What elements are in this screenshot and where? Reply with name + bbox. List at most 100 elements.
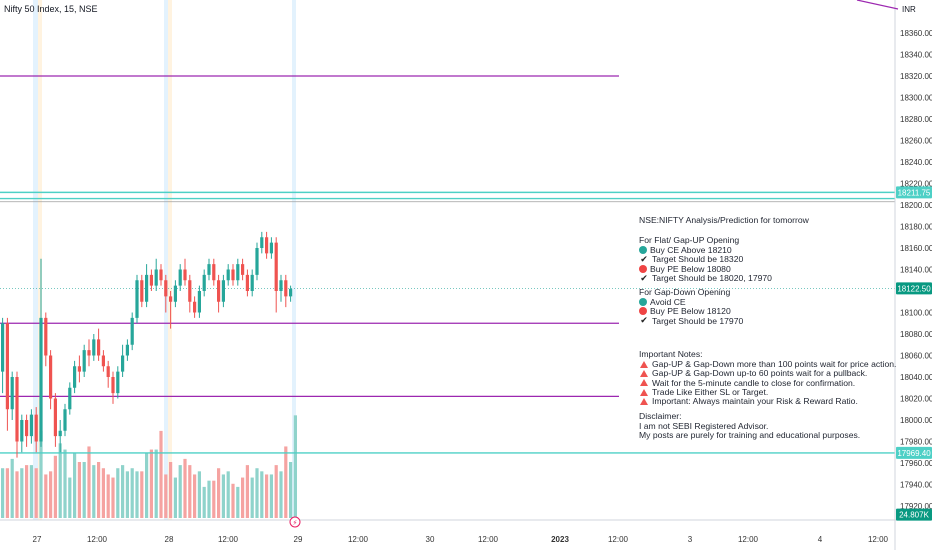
candle-body (20, 420, 24, 442)
candle-body (279, 280, 283, 291)
volume-bar (39, 430, 43, 518)
x-tick-label: 28 (165, 535, 174, 544)
volume-bar (245, 465, 249, 518)
volume-bar (279, 471, 283, 518)
currency-label: INR (902, 5, 916, 14)
volume-bar (255, 468, 259, 518)
candle-body (250, 274, 254, 291)
green-circle-icon (639, 298, 647, 307)
candle-body (101, 355, 105, 367)
volume-bar (101, 468, 105, 518)
y-tick-label: 18260.00 (900, 137, 932, 146)
candle-body (87, 350, 91, 356)
volume-bar (1, 468, 5, 518)
volume-bar (250, 477, 254, 518)
volume-bar (260, 471, 264, 518)
volume-bar (269, 474, 273, 518)
volume-bar (169, 462, 173, 518)
candle-body (217, 280, 221, 302)
session-band (292, 0, 296, 520)
candle-body (236, 264, 240, 281)
flat-opening-block: For Flat/ Gap-UP Opening Buy CE Above 18… (639, 236, 772, 283)
check-icon: ✔ (640, 315, 648, 326)
y-tick-label: 18240.00 (900, 158, 932, 167)
volume-bar (284, 446, 288, 518)
candle-body (269, 242, 273, 254)
candle-body (116, 371, 120, 394)
candle-body (68, 387, 72, 410)
warning-triangle-icon (640, 379, 648, 387)
volume-bar (53, 455, 57, 518)
candle-body (245, 274, 249, 291)
candle-body (188, 280, 192, 302)
candle-body (29, 414, 33, 437)
volume-bar (197, 471, 201, 518)
price-tag-label: 24.807K (899, 511, 929, 520)
price-tag (896, 186, 932, 199)
y-tick-label: 18020.00 (900, 395, 932, 404)
candle-body (226, 269, 230, 281)
candle-body (207, 264, 211, 275)
x-tick-label: 12:00 (87, 535, 108, 544)
volume-bar (92, 465, 96, 518)
gapdown-opening-block: For Gap-Down Opening Avoid CE Buy PE Bel… (639, 288, 743, 326)
candle-body (260, 237, 264, 248)
y-tick-label: 18000.00 (900, 416, 932, 425)
y-tick-label: 18060.00 (900, 352, 932, 361)
disclaimer-line: My posts are purely for training and edu… (639, 430, 861, 441)
candle-body (111, 377, 115, 394)
flat-item: ✔ Target Should be 18020, 17970 (640, 272, 772, 283)
candle-body (58, 430, 62, 437)
gapdown-item: Buy PE Below 18120 (639, 307, 743, 316)
price-tag-label: 17969.40 (897, 449, 931, 458)
volume-bar (135, 471, 139, 518)
check-icon: ✔ (640, 253, 648, 264)
y-tick-label: 18200.00 (900, 201, 932, 210)
lightning-glyph: ⚡ (293, 519, 298, 527)
y-tick-label: 18280.00 (900, 115, 932, 124)
volume-bar (145, 452, 149, 518)
volume-bar (111, 477, 115, 518)
candle-body (265, 237, 269, 254)
candle-body (44, 317, 48, 356)
warning-triangle-icon (640, 388, 648, 396)
important-note-item: Important: Always maintain your Risk & R… (639, 397, 896, 406)
volume-bar (178, 465, 182, 518)
candle-body (73, 366, 77, 388)
candle-body (145, 274, 149, 302)
volume-bar (73, 452, 77, 518)
x-tick-label: 30 (426, 535, 435, 544)
trend-line (856, 0, 899, 10)
lightning-icon[interactable] (289, 516, 301, 528)
volume-bar (25, 465, 29, 518)
y-tick-label: 18360.00 (900, 29, 932, 38)
volume-bar (49, 471, 53, 518)
analysis-heading: NSE:NIFTY Analysis/Prediction for tomorr… (639, 215, 809, 225)
session-band (33, 0, 38, 520)
price-tag (896, 282, 932, 295)
volume-bar (121, 465, 125, 518)
volume-bar (97, 462, 101, 518)
disclaimer-line: I am not SEBI Registered Advisor. (639, 420, 769, 431)
gapdown-item: ✔ Target Should be 17970 (640, 315, 744, 326)
volume-bar (116, 468, 120, 518)
important-notes-block: Important Notes: Gap-UP & Gap-Down more … (639, 350, 896, 406)
y-tick-label: 18340.00 (900, 51, 932, 60)
y-tick-label: 18140.00 (900, 266, 932, 275)
x-tick-label: 12:00 (738, 535, 759, 544)
candle-body (169, 296, 173, 302)
y-tick-label: 18040.00 (900, 373, 932, 382)
important-note-item: Trade Like Either SL or Target. (639, 388, 896, 397)
candle-body (49, 355, 53, 399)
candle-body (15, 377, 19, 442)
gapdown-item: Avoid CE (639, 297, 743, 307)
price-tag (896, 508, 932, 521)
volume-bar (154, 449, 158, 518)
candle-body (39, 317, 43, 442)
important-note-item: Gap-UP & Gap-Down up-to 60 points wait f… (639, 369, 896, 378)
y-tick-label: 18220.00 (900, 180, 932, 189)
x-tick-label: 29 (294, 535, 303, 544)
chart-title: Nifty 50 Index, 15, NSE (4, 4, 98, 14)
flat-item: ✔ Target Should be 18320 (640, 253, 744, 265)
